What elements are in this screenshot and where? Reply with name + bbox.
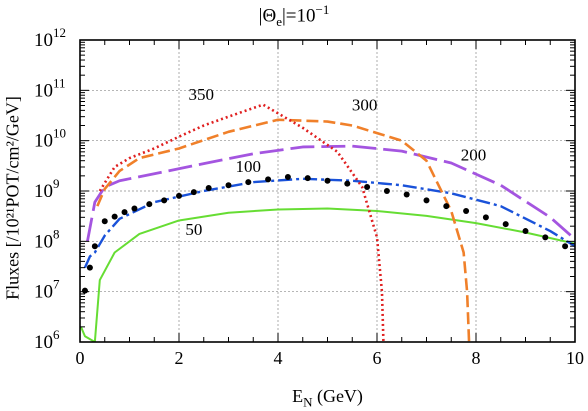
scatter-point — [265, 176, 272, 183]
scatter-point — [324, 177, 331, 184]
scatter-point — [562, 243, 569, 250]
y-axis-label-wrap: Fluxes [/10²¹POT/cm²/GeV] — [2, 40, 24, 355]
scatter-point — [423, 197, 430, 204]
scatter-point — [443, 203, 450, 210]
series-line-50 — [80, 207, 575, 342]
scatter-point — [364, 184, 371, 191]
scatter-point — [121, 209, 128, 216]
scatter-point — [522, 228, 529, 235]
scatter-point — [225, 182, 232, 189]
scatter-point — [502, 221, 509, 228]
x-axis-label: EN (GeV) — [292, 386, 363, 410]
y-tick-label: 108 — [34, 226, 60, 252]
series-label-200: 200 — [461, 146, 487, 165]
scatter-point — [161, 197, 168, 204]
series-line-200 — [86, 144, 575, 242]
scatter-point — [111, 213, 118, 220]
scatter-point — [284, 173, 291, 180]
scatter-point — [146, 201, 153, 208]
scatter-point — [101, 218, 108, 225]
scatter-point — [86, 264, 93, 271]
y-tick-label: 109 — [34, 176, 60, 202]
scatter-point — [176, 192, 182, 199]
series-line-300 — [96, 118, 471, 342]
x-tick-label: 0 — [76, 348, 85, 368]
y-axis-label: Fluxes [/10²¹POT/cm²/GeV] — [2, 95, 23, 300]
y-tick-label: 1010 — [34, 126, 66, 152]
scatter-point — [205, 184, 212, 191]
scatter-point — [304, 175, 311, 182]
x-tick-label: 6 — [373, 348, 382, 368]
x-tick-label: 10 — [566, 348, 584, 368]
y-tick-label: 1012 — [34, 25, 66, 51]
scatter-point — [383, 188, 390, 194]
y-tick-label: 107 — [34, 277, 60, 303]
series-label-100: 100 — [236, 157, 262, 176]
series-line-350 — [98, 103, 385, 342]
scatter-point — [245, 179, 252, 186]
y-tick-label: 106 — [34, 327, 60, 353]
x-tick-label: 2 — [175, 348, 184, 368]
y-tick-label: 1011 — [34, 75, 66, 101]
scatter-point — [190, 189, 197, 196]
scatter-point — [81, 287, 88, 294]
scatter-point — [344, 180, 351, 187]
series-line-100 — [83, 177, 575, 269]
series-label-300: 300 — [352, 95, 378, 114]
scatter-point — [482, 214, 489, 221]
x-tick-label: 8 — [472, 348, 481, 368]
chart-title: |Θe|=10−1 — [258, 2, 330, 30]
scatter-point — [91, 243, 98, 250]
x-tick-label: 4 — [274, 348, 283, 368]
scatter-point — [131, 205, 138, 212]
series-label-350: 350 — [189, 85, 215, 104]
scatter-point — [403, 191, 410, 198]
scatter-point — [463, 208, 470, 215]
series-label-50: 50 — [185, 220, 202, 239]
scatter-point — [542, 234, 549, 241]
